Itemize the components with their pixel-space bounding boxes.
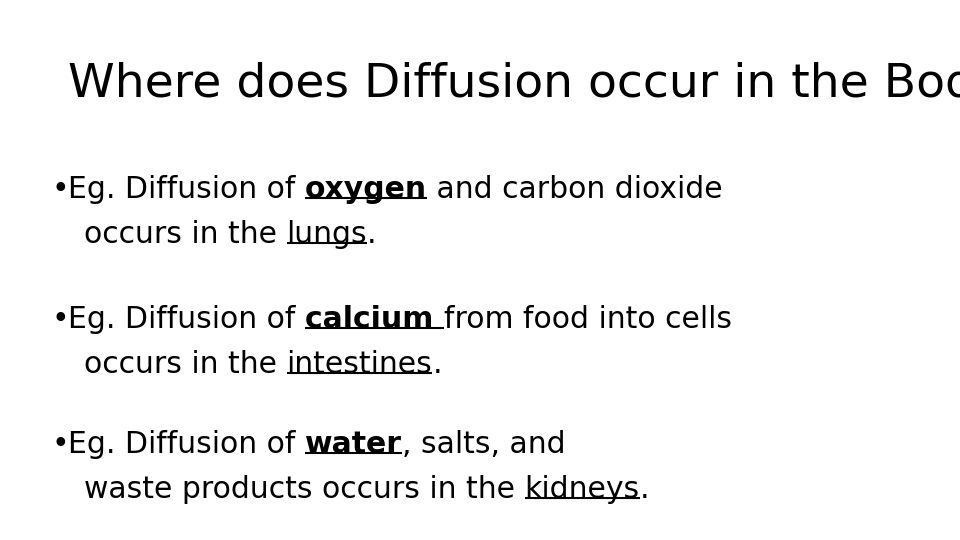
Text: Eg. Diffusion of: Eg. Diffusion of xyxy=(68,430,305,459)
Text: calcium: calcium xyxy=(305,305,444,334)
Text: Where does Diffusion occur in the Body?: Where does Diffusion occur in the Body? xyxy=(68,62,960,107)
Text: •: • xyxy=(52,305,70,334)
Text: •: • xyxy=(52,430,70,459)
Text: .: . xyxy=(432,350,442,379)
Text: water: water xyxy=(305,430,402,459)
Text: occurs in the: occurs in the xyxy=(84,350,286,379)
Text: oxygen: oxygen xyxy=(305,175,427,204)
Text: Eg. Diffusion of: Eg. Diffusion of xyxy=(68,305,305,334)
Text: .: . xyxy=(367,220,376,249)
Text: occurs in the: occurs in the xyxy=(84,220,286,249)
Text: intestines: intestines xyxy=(286,350,432,379)
Text: waste products occurs in the: waste products occurs in the xyxy=(84,475,524,504)
Text: kidneys: kidneys xyxy=(524,475,639,504)
Text: Eg. Diffusion of: Eg. Diffusion of xyxy=(68,175,305,204)
Text: , salts, and: , salts, and xyxy=(402,430,565,459)
Text: and carbon dioxide: and carbon dioxide xyxy=(427,175,723,204)
Text: •: • xyxy=(52,175,70,204)
Text: lungs: lungs xyxy=(286,220,367,249)
Text: from food into cells: from food into cells xyxy=(444,305,732,334)
Text: .: . xyxy=(639,475,649,504)
